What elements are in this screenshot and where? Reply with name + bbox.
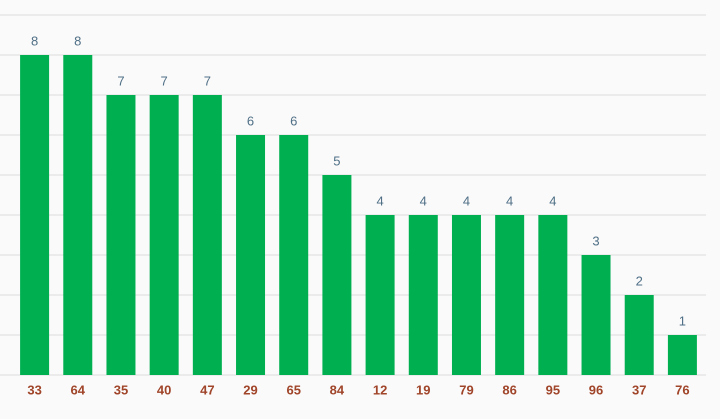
x-tick-label: 29: [243, 382, 257, 397]
x-tick-label: 33: [27, 382, 41, 397]
x-tick-label: 35: [114, 382, 128, 397]
bar: [149, 95, 179, 375]
x-tick-label: 12: [373, 382, 387, 397]
x-tick-label: 79: [459, 382, 473, 397]
value-label: 1: [679, 313, 686, 328]
value-label: 6: [290, 113, 297, 128]
value-label: 8: [31, 33, 38, 48]
value-label: 4: [463, 193, 470, 208]
bar: [495, 215, 525, 375]
value-label: 4: [549, 193, 556, 208]
x-tick-label: 86: [502, 382, 516, 397]
value-label: 3: [592, 233, 599, 248]
x-tick-label: 40: [157, 382, 171, 397]
bar: [538, 215, 568, 375]
bar: [408, 215, 438, 375]
value-label: 8: [74, 33, 81, 48]
value-label: 5: [333, 153, 340, 168]
value-label: 7: [161, 73, 168, 88]
bar: [279, 135, 309, 375]
value-label: 7: [204, 73, 211, 88]
x-tick-label: 47: [200, 382, 214, 397]
value-label: 4: [376, 193, 383, 208]
bar: [451, 215, 481, 375]
value-label: 7: [117, 73, 124, 88]
bar: [365, 215, 395, 375]
x-tick-label: 19: [416, 382, 430, 397]
bar: [624, 295, 654, 375]
bar: [106, 95, 136, 375]
bar: [322, 175, 352, 375]
bar: [236, 135, 266, 375]
bar: [63, 55, 93, 375]
x-tick-label: 96: [589, 382, 603, 397]
value-label: 6: [247, 113, 254, 128]
x-tick-label: 64: [71, 382, 86, 397]
x-tick-label: 65: [286, 382, 300, 397]
x-tick-label: 95: [546, 382, 560, 397]
value-label: 4: [420, 193, 427, 208]
bar: [192, 95, 222, 375]
x-tick-label: 84: [330, 382, 345, 397]
x-tick-label: 37: [632, 382, 646, 397]
bar: [667, 335, 697, 375]
value-label: 4: [506, 193, 513, 208]
bar: [581, 255, 611, 375]
x-tick-label: 76: [675, 382, 689, 397]
value-label: 2: [636, 273, 643, 288]
bar: [20, 55, 50, 375]
